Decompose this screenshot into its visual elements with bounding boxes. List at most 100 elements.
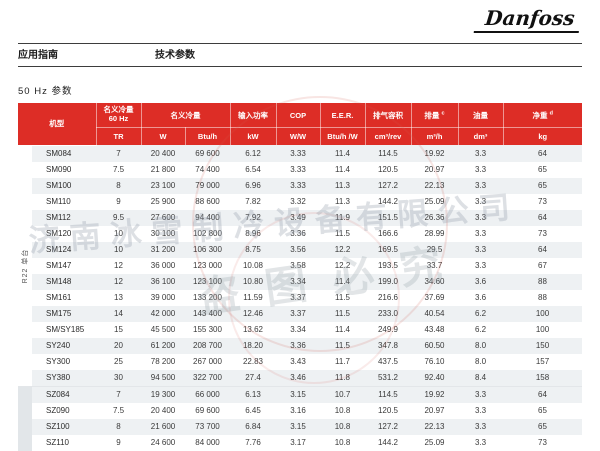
value-cell: 7.82 <box>245 197 261 206</box>
value-cell: 37.69 <box>424 293 445 302</box>
table-row: SZ100 8 21 600 73 700 6.84 3.15 10.8 127.2 22.13… <box>18 418 582 435</box>
value-cell: 3.49 <box>276 209 320 226</box>
value-cell: 21 600 <box>141 418 185 435</box>
table-row: SM112 9.5 27 600 94 400 7.92 3.49 11.9 151.5 26.… <box>18 209 582 226</box>
value-cell: 114.5 <box>365 145 411 162</box>
value-cell: 20.97 <box>424 406 445 415</box>
table-row: SM148 12 36 100 123 100 10.80 3.34 11.4 199.0 34… <box>18 273 582 290</box>
value-cell: 6.2 <box>458 305 503 322</box>
value-cell: 3.3 <box>458 418 503 435</box>
col-header-cop: COP <box>275 103 321 128</box>
value-cell: 23 100 <box>141 177 185 194</box>
value-cell: 65 <box>538 165 547 174</box>
value-cell: 193.5 <box>377 261 399 270</box>
value-cell: 127.2 <box>365 177 411 194</box>
unit-kw: kW <box>229 127 277 145</box>
value-cell: 157 <box>535 357 550 366</box>
table-row: SM120 10 30 100 102 800 8.96 3.36 11.5 166.6 28.… <box>18 226 582 242</box>
value-cell: 76.10 <box>424 357 445 366</box>
value-cell: 66 000 <box>185 385 230 403</box>
value-cell: 151.5 <box>365 209 411 226</box>
value-cell: 3.33 <box>276 177 320 194</box>
value-cell: 3.46 <box>276 369 320 386</box>
value-cell: 15 <box>114 325 123 334</box>
value-cell: 25 900 <box>150 197 176 206</box>
value-cell: 22.13 <box>411 177 458 194</box>
value-cell: 64 <box>503 385 582 403</box>
value-cell: 22.83 <box>242 357 264 366</box>
value-cell: 65 <box>503 418 582 435</box>
value-cell: 69 600 <box>195 406 220 415</box>
value-cell: 69 600 <box>185 145 230 162</box>
value-cell: 3.33 <box>290 165 306 174</box>
value-cell: 11.5 <box>320 305 365 322</box>
value-cell: 11.3 <box>335 197 350 206</box>
value-cell: 27 600 <box>141 209 185 226</box>
value-cell: 3.32 <box>290 197 306 206</box>
value-cell: 6.13 <box>230 385 276 403</box>
model-cell: SZ110 <box>46 438 69 447</box>
col-header-displacement-volume: 排气容积 <box>364 103 412 128</box>
col-header-line1: 名义冷量 <box>103 105 134 115</box>
model-cell: SZ084 <box>32 385 96 403</box>
value-cell: 3.36 <box>276 337 320 354</box>
value-cell: 11.5 <box>320 337 365 354</box>
value-cell: 11.9 <box>320 209 365 226</box>
table-row: SM147 12 36 000 123 000 10.08 3.58 12.2 193.5 33… <box>18 258 582 274</box>
value-cell: 24 600 <box>150 438 176 447</box>
value-cell: 22.13 <box>411 418 458 435</box>
value-cell: 3.16 <box>290 406 306 415</box>
col-header-oil-charge: 油量 <box>457 103 504 128</box>
value-cell: 127.2 <box>365 418 411 435</box>
value-cell: 12.2 <box>334 261 351 270</box>
value-cell: 10.80 <box>230 273 276 290</box>
value-cell: 9 <box>116 197 121 206</box>
value-cell: 6.84 <box>230 418 276 435</box>
model-cell: SM147 <box>46 261 72 270</box>
value-cell: 9 <box>116 438 121 447</box>
col-header-line2: 60 Hz <box>108 114 129 123</box>
value-cell: 3.3 <box>458 177 503 194</box>
value-cell: 7.5 <box>112 165 125 174</box>
value-cell: 6.2 <box>474 325 487 334</box>
value-cell: 3.3 <box>474 406 487 415</box>
value-cell: 106 300 <box>185 241 230 258</box>
value-cell: 3.3 <box>474 165 487 174</box>
page-header-left: 应用指南 <box>18 50 58 61</box>
value-cell: 19.92 <box>411 385 458 403</box>
unit-tr: TR <box>96 127 142 145</box>
value-cell: 65 <box>538 406 547 415</box>
value-cell: 42 000 <box>141 305 185 322</box>
value-cell: 11.4 <box>335 165 350 174</box>
table-row: SM124 10 31 200 106 300 8.75 3.56 12.2 169.5 29.… <box>18 241 582 258</box>
value-cell: 74 400 <box>195 165 220 174</box>
value-cell: 11.4 <box>320 145 365 162</box>
table-row: SY300 25 78 200 267 000 22.83 3.43 11.7 437.5 76… <box>18 354 582 370</box>
footnote-marker-c: c <box>441 110 445 116</box>
value-cell: 9.5 <box>96 209 141 226</box>
section-title: 50 Hz 参数 <box>18 86 73 97</box>
unit-w-w: W/W <box>275 127 321 145</box>
model-cell: SY300 <box>46 357 71 366</box>
table-header: 机型 名义冷量 60 Hz 名义冷量 输入功率 COP E.E.R. 排气容积 … <box>18 103 582 146</box>
value-cell: 143 400 <box>185 305 230 322</box>
value-cell: 6.45 <box>245 406 261 415</box>
value-cell: 208 700 <box>185 337 230 354</box>
model-cell: SM090 <box>46 165 72 174</box>
value-cell: 114.5 <box>365 385 411 403</box>
value-cell: 3.58 <box>290 261 306 270</box>
page-header-center: 技术参数 <box>155 50 195 61</box>
table-row: SM161 13 39 000 133 200 11.59 3.37 11.5 216.6 37… <box>18 290 582 306</box>
unit-w: W <box>140 127 186 145</box>
spec-table-wrap: 机型 名义冷量 60 Hz 名义冷量 输入功率 COP E.E.R. 排气容积 … <box>18 103 582 451</box>
table-row: SM175 14 42 000 143 400 12.46 3.37 11.5 233.0 40… <box>18 305 582 322</box>
value-cell: 73 700 <box>185 418 230 435</box>
value-cell: 3.3 <box>474 229 487 238</box>
value-cell: 233.0 <box>365 305 411 322</box>
value-cell: 3.3 <box>474 197 487 206</box>
value-cell: 322 700 <box>185 369 230 386</box>
value-cell: 79 000 <box>185 177 230 194</box>
value-cell: 14 <box>96 305 141 322</box>
footnote-marker-d: d <box>549 110 553 116</box>
table-row: SM110 9 25 900 88 600 7.82 3.32 11.3 144.2 25.09… <box>18 194 582 210</box>
